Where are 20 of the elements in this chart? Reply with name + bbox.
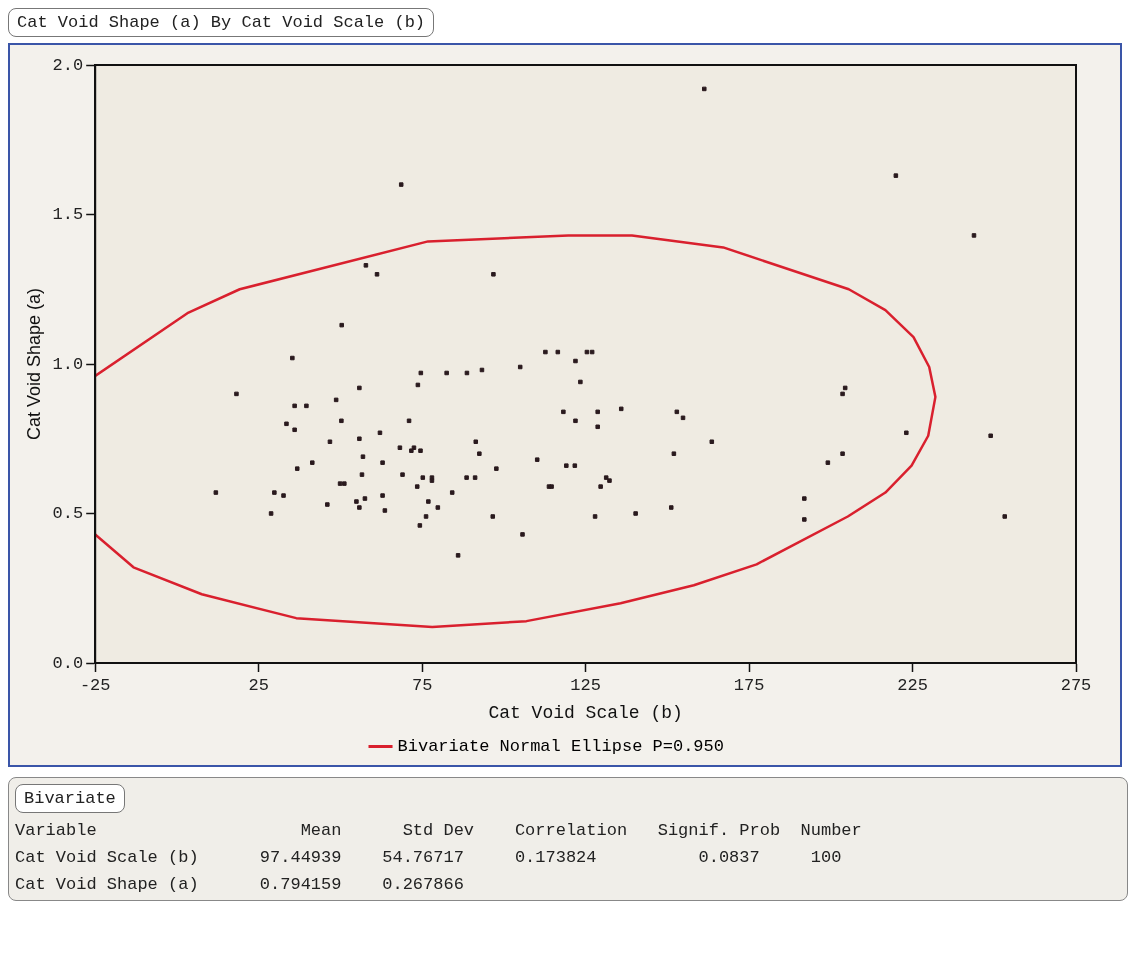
x-tick-label: 275 xyxy=(1060,675,1092,695)
x-tick-label: 125 xyxy=(570,675,601,695)
x-tick-label: -25 xyxy=(79,675,111,695)
x-tick-label: 75 xyxy=(411,675,433,695)
y-tick-label: 1.5 xyxy=(52,205,84,224)
text: Bivariate xyxy=(15,784,125,813)
text: Cat Void Shape (a) 0.794159 0.267866 xyxy=(15,875,465,894)
x-tick-label: 25 xyxy=(248,675,269,695)
chart-title: Cat Void Shape (a) By Cat Void Scale (b) xyxy=(8,8,435,37)
text: Variable Mean Std Dev Correlation Signif. Prob Number xyxy=(15,821,863,840)
y-tick-label: 2.0 xyxy=(52,55,84,75)
x-tick-label: 175 xyxy=(733,675,765,695)
y-axis-title: Cat Void Shape (a) xyxy=(23,287,44,441)
x-tick-label: 225 xyxy=(897,675,928,695)
y-tick-label: 1.0 xyxy=(52,354,84,374)
legend-label: Bivariate Normal Ellipse P=0.950 xyxy=(397,737,724,756)
text: Cat Void Scale (b) 97.44939 54.76717 0.173824 0.0837 100 xyxy=(15,848,843,867)
x-axis-title: Cat Void Scale (b) xyxy=(488,702,683,723)
y-tick-label: 0.0 xyxy=(52,653,84,673)
y-tick-label: 0.5 xyxy=(52,504,84,523)
